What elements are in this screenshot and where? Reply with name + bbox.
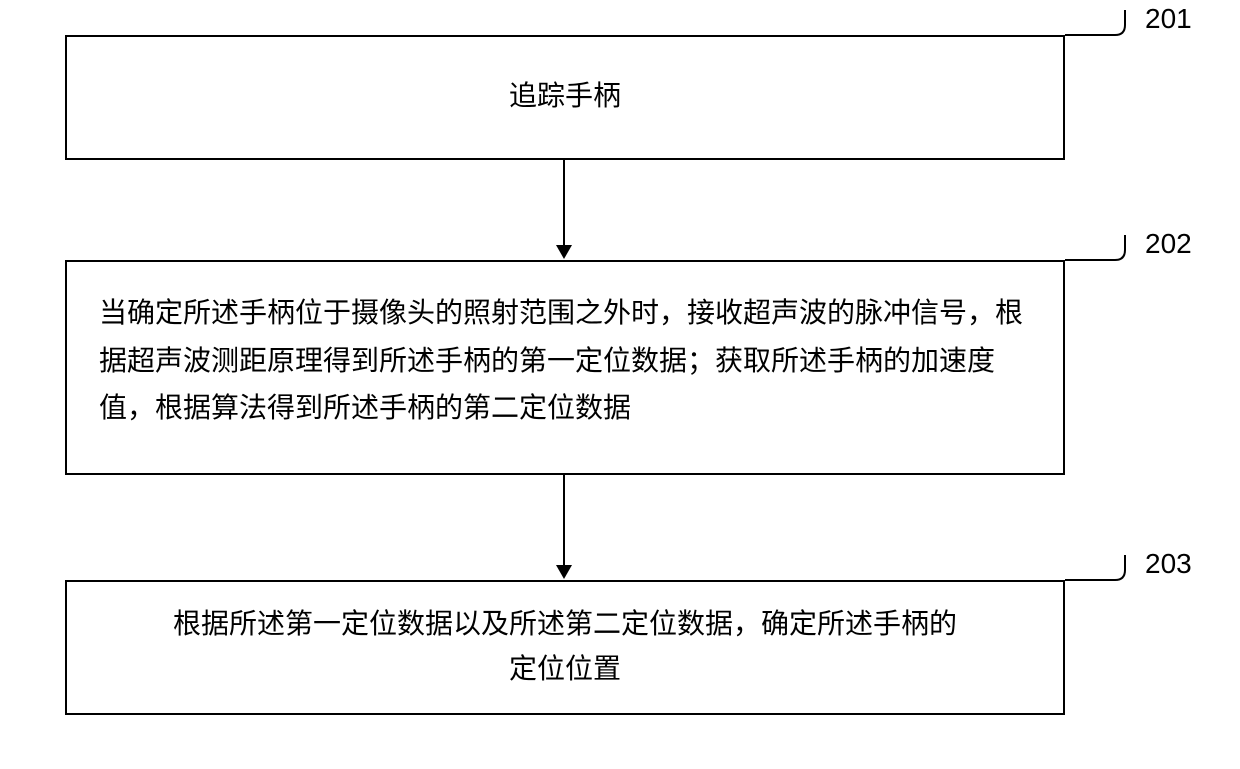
arrow-202-to-203 bbox=[556, 475, 572, 579]
connector-203 bbox=[1065, 555, 1140, 585]
step-203-text-line1: 根据所述第一定位数据以及所述第二定位数据，确定所述手柄的 bbox=[173, 603, 957, 648]
step-202-label: 202 bbox=[1145, 228, 1192, 260]
step-201-label: 201 bbox=[1145, 3, 1192, 35]
connector-202 bbox=[1065, 235, 1140, 265]
connector-201 bbox=[1065, 10, 1140, 40]
step-201-text: 追踪手柄 bbox=[509, 75, 621, 120]
step-202-text: 当确定所述手柄位于摄像头的照射范围之外时，接收超声波的脉冲信号，根据超声波测距原… bbox=[99, 290, 1031, 433]
flowchart-step-203: 根据所述第一定位数据以及所述第二定位数据，确定所述手柄的 定位位置 bbox=[65, 580, 1065, 715]
arrow-201-to-202 bbox=[556, 160, 572, 259]
flowchart-step-201: 追踪手柄 bbox=[65, 35, 1065, 160]
step-203-text-line2: 定位位置 bbox=[509, 648, 621, 693]
flowchart-container: 追踪手柄 201 当确定所述手柄位于摄像头的照射范围之外时，接收超声波的脉冲信号… bbox=[0, 0, 1240, 769]
step-203-label: 203 bbox=[1145, 548, 1192, 580]
flowchart-step-202: 当确定所述手柄位于摄像头的照射范围之外时，接收超声波的脉冲信号，根据超声波测距原… bbox=[65, 260, 1065, 475]
